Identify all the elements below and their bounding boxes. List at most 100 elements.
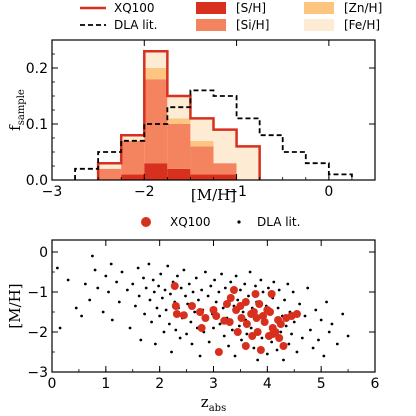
xq100-point bbox=[225, 318, 234, 326]
dla-point bbox=[151, 278, 155, 282]
dla-point bbox=[169, 292, 172, 296]
x-tick-label: 4 bbox=[263, 376, 272, 392]
dla-point bbox=[153, 342, 157, 346]
dla-point bbox=[317, 338, 320, 342]
dla-point bbox=[182, 268, 186, 272]
x-tick-label: 2 bbox=[155, 376, 164, 392]
dla-point bbox=[157, 284, 160, 288]
stack-bar-fe bbox=[98, 163, 122, 169]
dla-point bbox=[303, 314, 307, 318]
dla-point bbox=[221, 306, 225, 310]
xq100-point bbox=[209, 306, 218, 314]
stack-bar-zn bbox=[167, 118, 191, 124]
y-tick-label: 0.0 bbox=[26, 173, 48, 189]
dla-point bbox=[152, 290, 156, 294]
dla-point bbox=[206, 294, 210, 298]
dla-point bbox=[128, 326, 132, 330]
dla-point bbox=[158, 314, 162, 318]
dla-point bbox=[148, 298, 152, 302]
xq100-point bbox=[253, 328, 262, 336]
dla-point bbox=[267, 286, 270, 290]
x-tick-label: 0 bbox=[48, 376, 57, 392]
dla-point bbox=[292, 320, 296, 324]
dla-point bbox=[252, 346, 256, 350]
dla-point bbox=[341, 312, 345, 316]
dla-point bbox=[249, 326, 253, 330]
dla-point bbox=[185, 332, 188, 336]
legend-swatch bbox=[304, 2, 334, 14]
xq100-point bbox=[279, 342, 288, 350]
dla-point bbox=[277, 288, 281, 292]
xq100-point bbox=[179, 311, 188, 320]
dla-point bbox=[300, 336, 304, 340]
legend-label: DLA lit. bbox=[114, 18, 157, 32]
dla-point bbox=[222, 334, 226, 338]
dla-point bbox=[291, 290, 295, 294]
xq100-point bbox=[172, 310, 181, 318]
dla-point bbox=[319, 318, 323, 322]
dla-point bbox=[212, 326, 215, 330]
legend-label: XQ100 bbox=[170, 215, 211, 229]
xq100-point bbox=[292, 310, 301, 318]
metallicity-redshift-scatter: 0 1 2 3 4 5 6 −3 −2 −1 0 zabs [M/H] bbox=[6, 239, 380, 414]
xq100-point bbox=[267, 290, 276, 298]
dla-point bbox=[282, 358, 285, 362]
dla-point bbox=[104, 274, 108, 278]
dla-point bbox=[109, 262, 113, 266]
y-axis-label: [M/H] bbox=[6, 283, 24, 328]
dla-point bbox=[189, 320, 193, 324]
legend-label: XQ100 bbox=[114, 1, 155, 15]
dla-point bbox=[66, 278, 70, 282]
dla-point bbox=[198, 354, 202, 358]
x-tick-label: 1 bbox=[101, 376, 110, 392]
dla-point bbox=[209, 284, 213, 288]
y-axis-label: fsample bbox=[6, 89, 27, 131]
dla-point bbox=[166, 264, 170, 268]
legend-label: [Zn/H] bbox=[344, 1, 382, 15]
x-tick-label: −2 bbox=[134, 184, 155, 200]
dla-point bbox=[190, 342, 194, 346]
x-tick-label: 3 bbox=[209, 376, 218, 392]
dla-point bbox=[270, 340, 274, 344]
dla-point bbox=[131, 282, 135, 286]
dla-point bbox=[167, 322, 171, 326]
x-tick-label: 6 bbox=[371, 376, 380, 392]
xq100-point bbox=[242, 320, 251, 328]
dla-point bbox=[193, 310, 197, 314]
dla-point bbox=[306, 286, 310, 290]
stack-bar-si bbox=[167, 124, 191, 169]
dla-point bbox=[283, 298, 286, 302]
dla-point bbox=[275, 348, 279, 352]
xq100-point bbox=[214, 348, 223, 356]
dla-point bbox=[93, 268, 97, 272]
dla-point bbox=[248, 270, 252, 274]
stack-bar-fe bbox=[190, 118, 214, 141]
xq100-point bbox=[241, 342, 250, 350]
dla-point bbox=[298, 302, 302, 306]
dla-point bbox=[220, 272, 223, 276]
dla-outline bbox=[74, 89, 353, 180]
xq100-point bbox=[170, 282, 179, 290]
dla-point bbox=[110, 318, 114, 322]
dla-point bbox=[229, 280, 233, 284]
dla-point bbox=[142, 276, 145, 280]
dla-point bbox=[314, 308, 318, 312]
y-tick-label: −2 bbox=[27, 325, 48, 341]
dla-point bbox=[187, 282, 191, 286]
dla-point bbox=[311, 346, 315, 350]
dla-point bbox=[259, 278, 263, 282]
xq100-point bbox=[201, 314, 210, 322]
x-tick-label: −1 bbox=[226, 184, 247, 200]
xq100-point bbox=[249, 308, 258, 316]
dla-point bbox=[136, 266, 140, 270]
stack-bar-s bbox=[213, 174, 237, 180]
dla-point bbox=[88, 298, 92, 302]
dla-point bbox=[276, 306, 280, 310]
dla-point bbox=[96, 286, 100, 290]
dla-point bbox=[80, 314, 84, 318]
dla-point bbox=[279, 330, 283, 334]
legend-swatch bbox=[196, 2, 226, 14]
legend-marker-dla bbox=[237, 220, 241, 224]
dla-point bbox=[170, 350, 173, 354]
dla-point bbox=[164, 308, 168, 312]
